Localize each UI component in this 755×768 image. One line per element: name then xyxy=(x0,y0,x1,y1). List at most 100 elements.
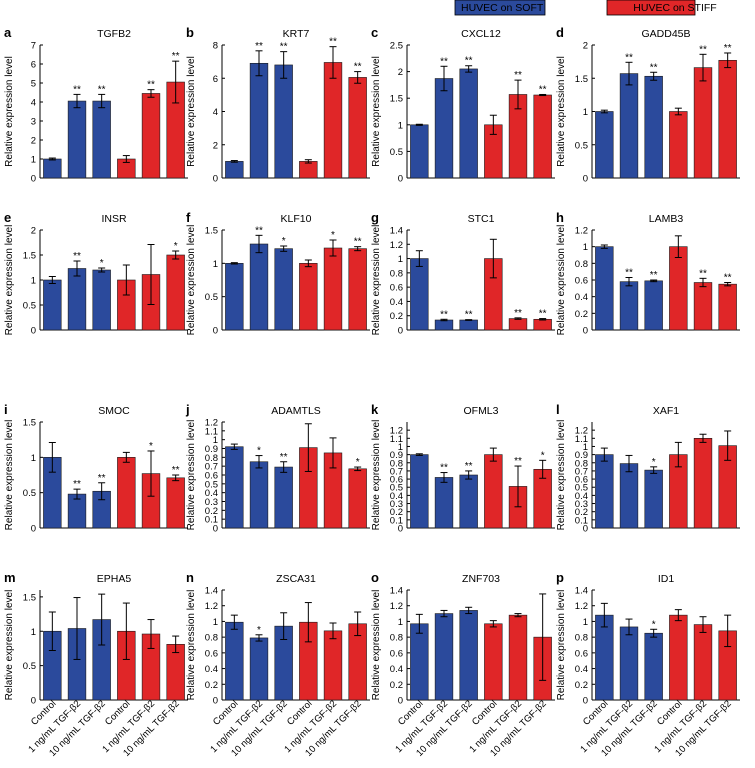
bar xyxy=(693,438,713,529)
panel-a: a TGFB2 Relative expression level 0 1 2 3 4 5 6 7 *… xyxy=(4,25,188,185)
panel-letter: i xyxy=(4,402,8,417)
bar xyxy=(92,100,111,179)
y-tick-label: 3 xyxy=(31,117,36,128)
y-tick-label: 6 xyxy=(213,74,218,85)
panel-letter: e xyxy=(4,210,11,225)
y-tick-label: 2.5 xyxy=(390,41,403,52)
bar xyxy=(434,78,454,179)
y-tick-label: 0.5 xyxy=(23,301,36,312)
bar xyxy=(434,477,454,529)
panel-title: XAF1 xyxy=(653,405,679,417)
bar xyxy=(323,62,343,179)
bar xyxy=(484,454,503,529)
bar xyxy=(693,282,713,331)
legend-swatch-soft xyxy=(454,0,546,16)
y-tick-label: 1.5 xyxy=(205,226,218,237)
y-tick-label: 0.4 xyxy=(390,297,403,308)
y-tick-label: 1 xyxy=(31,453,36,464)
y-tick-label: 0.2 xyxy=(575,507,588,518)
y-axis-label: Relative expression level xyxy=(186,225,197,336)
bar xyxy=(669,614,688,701)
y-tick-label: 0.6 xyxy=(205,648,218,659)
y-tick-label: 4 xyxy=(31,98,36,109)
bar xyxy=(92,269,111,331)
significance-marker: ** xyxy=(514,456,522,467)
panel-title: INSR xyxy=(101,213,127,225)
bar xyxy=(595,246,614,331)
y-tick-label: 1 xyxy=(398,617,403,628)
y-tick-label: 0.4 xyxy=(575,664,588,675)
y-tick-label: 0.5 xyxy=(390,483,403,494)
y-tick-label: 1.5 xyxy=(575,74,588,85)
y-tick-label: 0.9 xyxy=(575,450,588,461)
panel-letter: j xyxy=(185,402,190,417)
significance-marker: * xyxy=(331,230,335,241)
panel-letter: d xyxy=(556,25,564,40)
significance-marker: ** xyxy=(172,465,180,476)
y-tick-label: 2 xyxy=(31,226,36,237)
bar xyxy=(67,100,87,179)
y-tick-label: 1 xyxy=(398,254,403,265)
bar xyxy=(225,161,244,179)
bar xyxy=(718,59,737,179)
significance-marker: ** xyxy=(73,251,81,262)
y-axis-label: Relative expression level xyxy=(186,590,197,701)
significance-marker: ** xyxy=(650,62,658,73)
panel-title: CXCL12 xyxy=(461,28,501,40)
y-tick-label: 6 xyxy=(31,60,36,71)
y-tick-label: 1 xyxy=(583,442,588,453)
y-tick-label: 0 xyxy=(583,696,588,707)
y-tick-label: 1.1 xyxy=(205,426,218,437)
panel-title: ADAMTLS xyxy=(271,405,321,417)
y-axis-label: Relative expression level xyxy=(556,590,567,701)
bar xyxy=(533,318,552,331)
significance-marker: ** xyxy=(440,309,448,320)
y-tick-label: 0.2 xyxy=(205,680,218,691)
bar xyxy=(225,621,244,701)
y-tick-label: 0 xyxy=(213,174,218,185)
y-tick-label: 1 xyxy=(31,627,36,638)
significance-marker: ** xyxy=(625,52,633,63)
y-tick-label: 0.8 xyxy=(575,458,588,469)
significance-marker: ** xyxy=(280,42,288,53)
y-tick-label: 0.4 xyxy=(205,488,218,499)
y-tick-label: 0.2 xyxy=(390,680,403,691)
bar xyxy=(410,623,429,701)
y-tick-label: 0.5 xyxy=(23,661,36,672)
significance-marker: ** xyxy=(724,43,732,54)
bar xyxy=(693,67,713,179)
bar xyxy=(619,626,639,701)
bar xyxy=(644,632,663,701)
y-axis-label: Relative expression level xyxy=(186,420,197,531)
y-tick-label: 0.6 xyxy=(205,471,218,482)
y-tick-label: 1 xyxy=(31,276,36,287)
bar xyxy=(117,457,136,529)
significance-marker: * xyxy=(541,450,545,461)
y-tick-label: 0.2 xyxy=(390,507,403,518)
y-tick-label: 0.8 xyxy=(390,268,403,279)
y-axis-label: Relative expression level xyxy=(371,56,382,167)
significance-marker: ** xyxy=(539,84,547,95)
y-tick-label: 0.5 xyxy=(575,483,588,494)
bar xyxy=(166,254,185,331)
y-axis-label: Relative expression level xyxy=(556,420,567,531)
y-tick-label: 1 xyxy=(213,435,218,446)
significance-marker: ** xyxy=(514,308,522,319)
bar xyxy=(323,630,343,701)
bar xyxy=(274,64,293,179)
panel-title: KLF10 xyxy=(281,213,312,225)
significance-marker: ** xyxy=(440,463,448,474)
bar xyxy=(410,258,429,331)
y-tick-label: 0.2 xyxy=(390,311,403,322)
significance-marker: * xyxy=(257,446,261,457)
panel-letter: k xyxy=(371,402,379,417)
y-axis-label: Relative expression level xyxy=(4,225,15,336)
y-tick-label: 0.3 xyxy=(205,497,218,508)
y-tick-label: 0 xyxy=(398,524,403,535)
bar xyxy=(484,623,503,701)
y-tick-label: 0.6 xyxy=(575,648,588,659)
panel-title: ZSCA31 xyxy=(276,573,316,585)
bar xyxy=(595,111,614,179)
bar xyxy=(225,263,244,331)
y-tick-label: 1.2 xyxy=(205,418,218,429)
